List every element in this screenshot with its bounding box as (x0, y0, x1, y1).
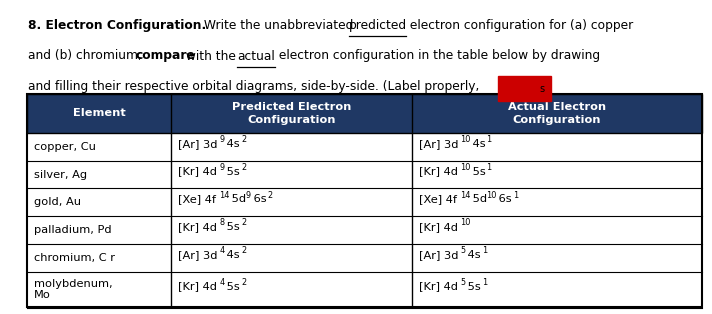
Text: chromium, C r: chromium, C r (34, 253, 115, 263)
Text: [Ar] 3d: [Ar] 3d (419, 139, 459, 149)
Text: 10: 10 (460, 135, 471, 144)
Text: 2: 2 (241, 219, 246, 227)
Text: [Kr] 4d: [Kr] 4d (178, 222, 216, 232)
Text: 2: 2 (241, 163, 246, 172)
Text: 4s: 4s (224, 250, 240, 260)
Text: 14: 14 (460, 191, 471, 200)
Text: 5: 5 (460, 278, 466, 287)
Text: [Xe] 4f: [Xe] 4f (419, 194, 457, 204)
Text: 4s: 4s (224, 139, 240, 149)
Text: [Kr] 4d: [Kr] 4d (419, 281, 458, 291)
Text: 6s: 6s (495, 194, 512, 204)
Text: 5d: 5d (468, 194, 487, 204)
Text: electron configuration for (a) copper: electron configuration for (a) copper (407, 19, 634, 32)
Text: 4s: 4s (464, 250, 481, 260)
Text: 9: 9 (246, 191, 251, 200)
Text: 14: 14 (219, 191, 230, 200)
Text: 9: 9 (219, 135, 224, 144)
Text: 5: 5 (460, 246, 466, 255)
Text: compare: compare (136, 50, 196, 62)
Text: 4: 4 (219, 246, 224, 255)
Text: 10: 10 (486, 191, 497, 200)
Text: gold, Au: gold, Au (34, 197, 81, 207)
Bar (498, 76, 551, 101)
Text: and filling their respective orbital diagrams, side-by-side. (Label properly,: and filling their respective orbital dia… (28, 80, 479, 93)
Text: predicted: predicted (349, 19, 407, 32)
Text: 5s: 5s (464, 281, 481, 291)
Text: 5s: 5s (468, 166, 486, 176)
Text: 10: 10 (460, 219, 471, 227)
Text: 1: 1 (482, 278, 488, 287)
Text: 8. Electron Configuration.: 8. Electron Configuration. (28, 19, 206, 32)
Text: electron configuration in the table below by drawing: electron configuration in the table belo… (275, 50, 600, 62)
Text: Actual Electron
Configuration: Actual Electron Configuration (508, 102, 606, 125)
Text: 4: 4 (219, 278, 224, 287)
Text: 1: 1 (486, 135, 492, 144)
Bar (27, 94, 702, 133)
Text: 2: 2 (241, 278, 246, 287)
Text: 5s: 5s (224, 222, 240, 232)
Text: palladium, Pd: palladium, Pd (34, 225, 112, 235)
Text: 1: 1 (482, 246, 488, 255)
Text: molybdenum,
Mo: molybdenum, Mo (34, 279, 112, 300)
Text: 1: 1 (486, 163, 492, 172)
Text: 5s: 5s (224, 166, 240, 176)
Text: 2: 2 (241, 246, 246, 255)
Text: 5d: 5d (228, 194, 246, 204)
Text: [Kr] 4d: [Kr] 4d (419, 166, 458, 176)
Text: 9: 9 (219, 163, 224, 172)
Text: 5s: 5s (224, 281, 240, 291)
Text: [Ar] 3d: [Ar] 3d (178, 250, 217, 260)
Text: [Kr] 4d: [Kr] 4d (178, 281, 216, 291)
Text: 1: 1 (513, 191, 518, 200)
Text: Element: Element (73, 109, 125, 118)
Text: s: s (540, 84, 545, 94)
Text: [Xe] 4f: [Xe] 4f (178, 194, 216, 204)
Text: silver, Ag: silver, Ag (34, 170, 87, 180)
Text: Predicted Electron
Configuration: Predicted Electron Configuration (231, 102, 351, 125)
Text: 10: 10 (460, 163, 471, 172)
Text: [Kr] 4d: [Kr] 4d (178, 166, 216, 176)
Text: [Kr] 4d: [Kr] 4d (419, 222, 458, 232)
Text: 4s: 4s (468, 139, 486, 149)
Text: 8: 8 (219, 219, 224, 227)
Bar (27, 94, 702, 307)
Text: with the: with the (182, 50, 239, 62)
Text: [Ar] 3d: [Ar] 3d (178, 139, 217, 149)
Text: and (b) chromium;: and (b) chromium; (28, 50, 146, 62)
Text: copper, Cu: copper, Cu (34, 142, 96, 152)
Text: actual: actual (237, 50, 275, 62)
Text: 2: 2 (241, 135, 246, 144)
Text: 6s: 6s (250, 194, 266, 204)
Text: 2: 2 (268, 191, 273, 200)
Text: [Ar] 3d: [Ar] 3d (419, 250, 459, 260)
Text: Write the unabbreviated: Write the unabbreviated (200, 19, 357, 32)
